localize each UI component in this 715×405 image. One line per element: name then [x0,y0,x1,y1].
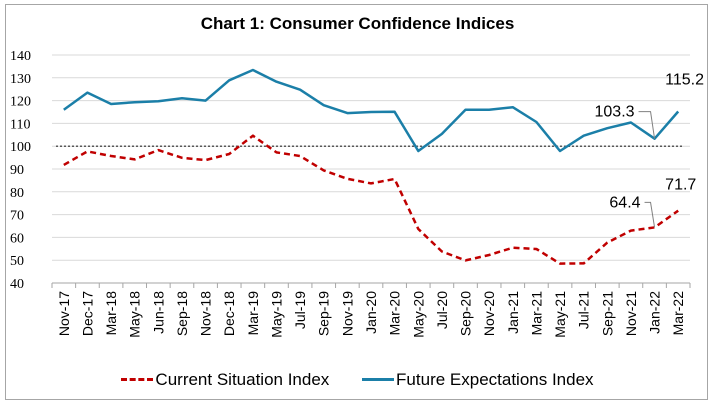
legend-label-future: Future Expectations Index [396,369,594,389]
annotation-leader [638,111,656,139]
y-tick-label: 80 [10,186,24,201]
x-tick-label: Jul-19 [292,291,308,329]
legend-item-future: Future Expectations Index [362,370,594,390]
annotation-leader [644,201,656,228]
x-tick-label: Dec-18 [221,291,237,336]
legend-swatch-current [121,378,154,381]
x-tick-label: Sep-18 [174,291,190,336]
y-tick-label: 100 [10,140,31,155]
x-tick-label: Mar-19 [245,291,261,336]
y-tick-label: 60 [10,231,24,246]
legend-item-current: Current Situation Index [121,370,329,390]
y-tick-label: 130 [10,72,31,87]
x-tick-label: Nov-17 [56,291,72,336]
x-tick-label: May-19 [268,291,284,338]
y-tick-label: 110 [10,117,30,132]
x-tick-label: Mar-22 [670,291,686,336]
x-tick-label: Jan-21 [505,291,521,334]
series-line-future-expectations [63,68,680,153]
data-label: 115.2 [665,72,704,89]
legend-swatch-future [362,378,395,381]
x-tick-label: Nov-19 [339,291,355,336]
x-tick-label: Nov-21 [623,291,639,336]
y-tick-label: 70 [10,209,24,224]
chart-frame [5,4,708,400]
legend-label-current: Current Situation Index [155,369,330,389]
y-tick-label: 140 [10,49,31,64]
x-tick-label: Sep-21 [599,291,615,336]
data-label: 103.3 [595,104,635,121]
x-tick-label: Mar-21 [528,291,544,336]
x-tick-label: May-20 [410,291,426,338]
x-tick-label: May-21 [552,291,568,338]
series-line-current-situation [63,134,679,265]
x-tick-label: Mar-18 [103,291,119,336]
x-tick-label: Sep-20 [458,291,474,336]
x-tick-label: Jul-21 [576,291,592,329]
y-tick-label: 50 [10,254,24,269]
x-tick-label: Nov-20 [481,291,497,336]
data-label: 64.4 [609,194,640,211]
y-tick-label: 120 [10,95,31,110]
data-label: 71.7 [665,177,696,194]
x-tick-label: Dec-17 [79,291,95,336]
x-tick-label: Jan-22 [647,291,663,334]
x-tick-label: May-18 [127,291,143,338]
x-tick-label: Jan-20 [363,291,379,334]
chart-title: Chart 1: Consumer Confidence Indices [200,14,515,33]
y-tick-label: 90 [10,163,24,178]
legend: Current Situation Index Future Expectati… [0,366,715,390]
y-tick-label: 40 [10,277,24,292]
x-tick-label: Nov-18 [198,291,214,336]
x-tick-label: Jul-20 [434,291,450,329]
x-tick-label: Sep-19 [316,291,332,336]
x-tick-label: Jun-18 [150,291,166,334]
x-tick-label: Mar-20 [387,291,403,336]
